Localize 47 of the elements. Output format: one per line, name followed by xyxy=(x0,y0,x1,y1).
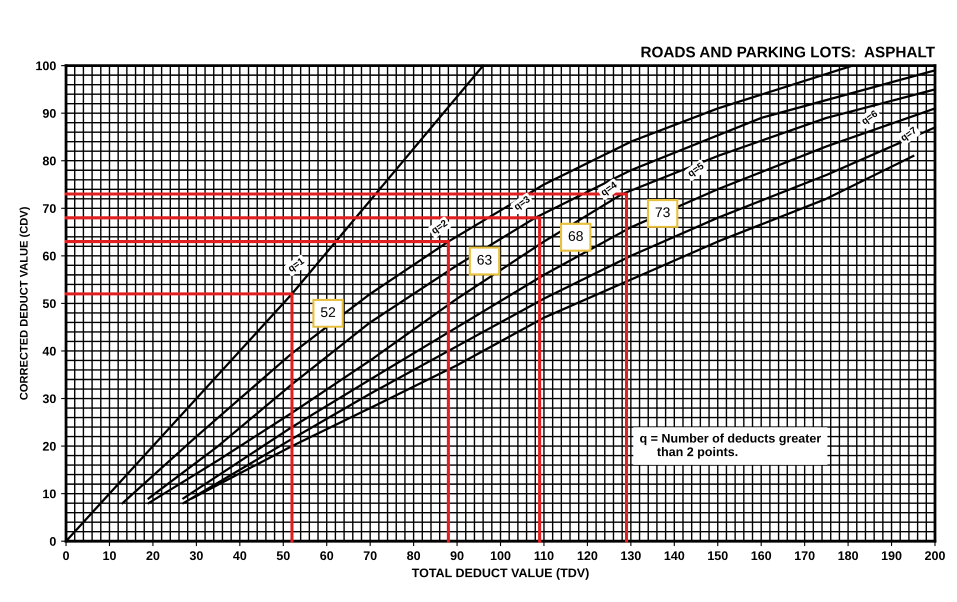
annotation: 52 xyxy=(320,307,336,318)
annotation: 73 xyxy=(656,207,670,218)
annotation: q=7 xyxy=(900,126,918,143)
y-tick-label: 50 xyxy=(42,299,56,308)
y-axis-title: CORRECTED DEDUCT VALUE (CDV) xyxy=(20,207,30,400)
y-tick-label: 40 xyxy=(42,346,56,356)
x-tick-label: 50 xyxy=(276,551,290,560)
x-tick-label: 200 xyxy=(924,551,945,560)
x-tick-label: 170 xyxy=(795,551,815,560)
y-tick-label: 10 xyxy=(43,489,56,498)
y-tick-label: 70 xyxy=(42,204,56,213)
annotation: 63 xyxy=(477,254,492,265)
x-tick-label: 180 xyxy=(838,551,858,560)
y-tick-label: 90 xyxy=(42,108,56,118)
y-tick-label: 80 xyxy=(42,156,56,166)
x-tick-label: 120 xyxy=(578,551,598,560)
chart-title: ROADS AND PARKING LOTS: ASPHALT xyxy=(641,46,935,58)
y-tick-label: 30 xyxy=(42,394,56,404)
x-tick-label: 80 xyxy=(407,551,420,560)
x-tick-label: 10 xyxy=(103,551,116,560)
x-tick-label: 140 xyxy=(664,551,684,560)
x-tick-label: 70 xyxy=(364,551,377,560)
x-tick-label: 40 xyxy=(233,551,246,560)
x-tick-label: 160 xyxy=(752,551,772,560)
y-tick-label: 60 xyxy=(42,252,56,260)
y-tick-label: 0 xyxy=(50,537,56,546)
x-tick-label: 30 xyxy=(190,551,203,560)
y-tick-label: 20 xyxy=(42,442,56,451)
annotation: q=4 xyxy=(600,180,619,198)
annotation: 68 xyxy=(568,231,583,241)
y-tick-label: 100 xyxy=(36,61,56,70)
x-tick-label: 130 xyxy=(621,551,641,560)
x-tick-label: 20 xyxy=(146,551,160,560)
x-tick-label: 190 xyxy=(882,551,902,560)
x-tick-label: 100 xyxy=(490,551,510,560)
annotation: q = Number of deducts greater than 2 points. xyxy=(640,433,821,459)
x-tick-label: 60 xyxy=(320,551,334,560)
x-tick-label: 90 xyxy=(450,551,464,560)
annotation: q=2 xyxy=(430,219,449,236)
x-tick-label: 150 xyxy=(708,551,728,560)
annotation: q=5 xyxy=(686,162,706,179)
annotation: q=6 xyxy=(860,110,880,126)
x-axis-title: TOTAL DEDUCT VALUE (TDV) xyxy=(412,568,589,580)
annotation: q=1 xyxy=(287,257,306,274)
annotation: q=3 xyxy=(513,195,532,212)
x-tick-label: 0 xyxy=(63,551,69,560)
x-tick-label: 110 xyxy=(534,551,554,560)
